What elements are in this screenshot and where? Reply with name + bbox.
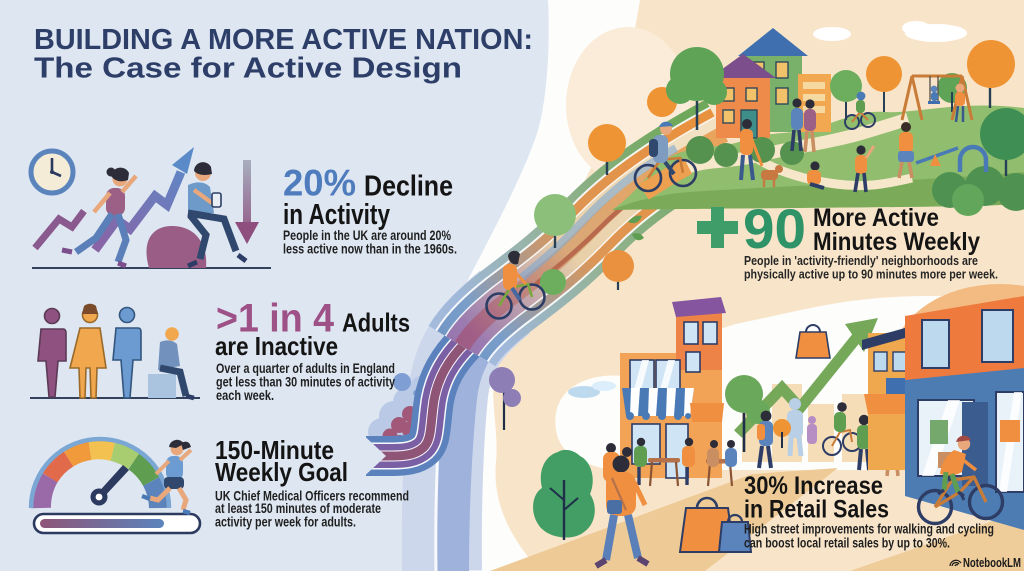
svg-text:in Retail Sales: in Retail Sales <box>744 496 889 524</box>
svg-text:Over a quarter of adults in En: Over a quarter of adults in England <box>216 361 395 376</box>
svg-text:The Case for Active Design: The Case for Active Design <box>34 53 462 85</box>
svg-text:activity per week for adults.: activity per week for adults. <box>215 515 356 530</box>
svg-text:at least 150 minutes of modera: at least 150 minutes of moderate <box>215 501 381 516</box>
svg-text:BUILDING A MORE ACTIVE NATION:: BUILDING A MORE ACTIVE NATION: <box>34 24 533 56</box>
svg-text:physically active up to 90 min: physically active up to 90 minutes more … <box>744 267 998 282</box>
svg-text:can boost local retail sales b: can boost local retail sales by up to 30… <box>744 536 950 551</box>
svg-text:20%: 20% <box>283 163 356 204</box>
svg-text:get less than 30 minutes of ac: get less than 30 minutes of activity <box>216 375 395 390</box>
svg-text:30% Increase: 30% Increase <box>744 472 883 500</box>
svg-text:in Activity: in Activity <box>283 199 390 231</box>
svg-text:each week.: each week. <box>216 388 274 403</box>
svg-text:People in the UK are around 20: People in the UK are around 20% <box>283 227 451 243</box>
svg-text:Adults: Adults <box>342 308 410 338</box>
svg-text:People in 'activity-friendly': People in 'activity-friendly' neighborho… <box>744 253 978 268</box>
svg-text:Weekly Goal: Weekly Goal <box>215 457 348 487</box>
svg-text:UK Chief Medical Officers reco: UK Chief Medical Officers recommend <box>215 489 409 504</box>
svg-text:Minutes Weekly: Minutes Weekly <box>813 228 980 256</box>
svg-text:NotebookLM: NotebookLM <box>963 556 1021 570</box>
svg-text:are Inactive: are Inactive <box>215 331 338 361</box>
svg-text:More Active: More Active <box>813 204 939 232</box>
svg-text:High street improvements for w: High street improvements for walking and… <box>744 522 994 537</box>
svg-text:less active now than in the 19: less active now than in the 1960s. <box>283 241 457 257</box>
svg-text:90: 90 <box>743 197 806 260</box>
svg-text:>1 in 4: >1 in 4 <box>216 297 335 341</box>
svg-text:Decline: Decline <box>364 171 453 203</box>
svg-text:150-Minute: 150-Minute <box>215 435 334 465</box>
